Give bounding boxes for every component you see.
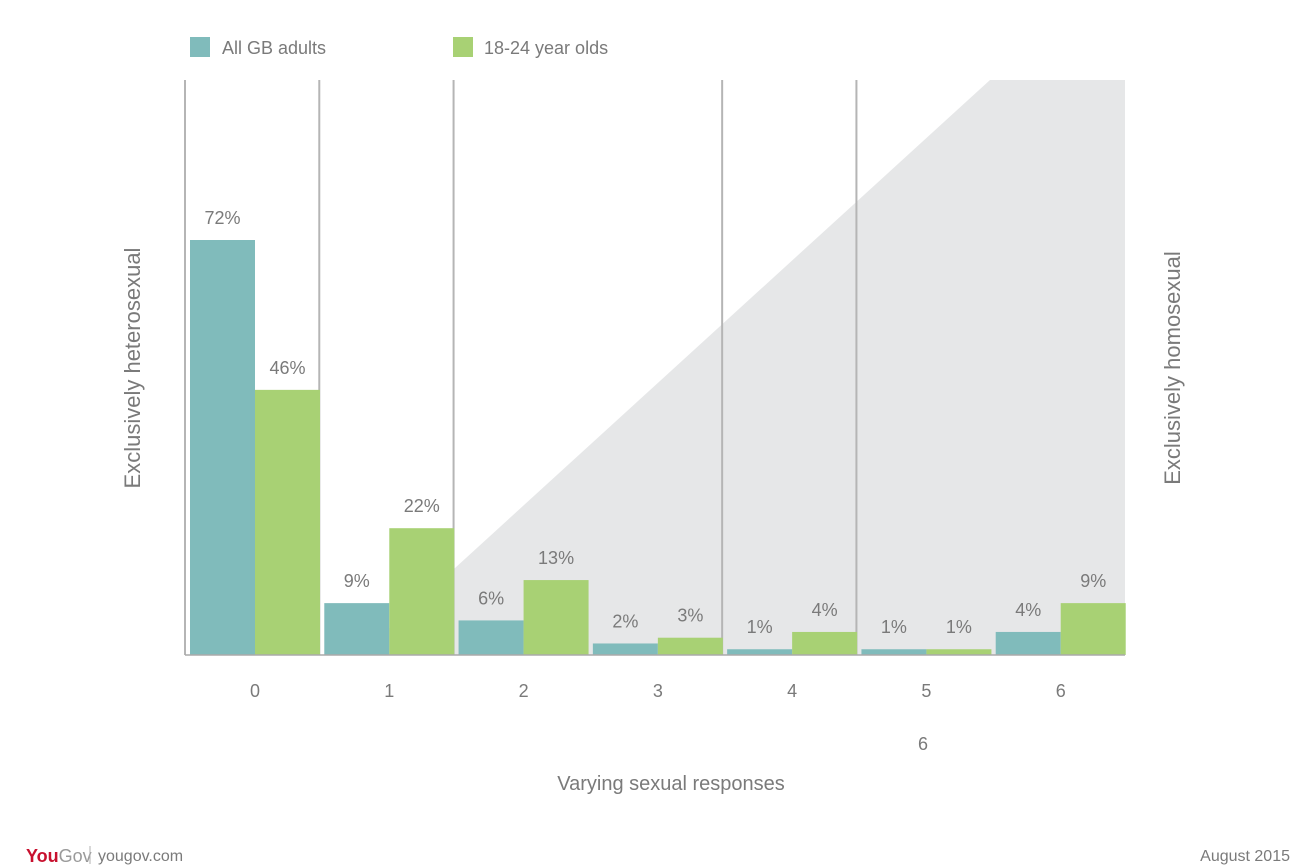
bar-young-adults — [1060, 603, 1126, 655]
bar-all-adults — [861, 649, 927, 655]
data-label: 1% — [881, 617, 907, 637]
extra-x-tick: 6 — [918, 734, 928, 754]
data-label: 46% — [269, 358, 305, 378]
bar-all-adults — [190, 240, 255, 655]
bars — [190, 240, 1126, 655]
bar-all-adults — [592, 643, 658, 655]
bar-young-adults — [523, 580, 589, 655]
brand-logo: YouGov — [26, 846, 92, 866]
x-tick-labels: 0 1 2 3 4 5 6 — [250, 681, 1066, 701]
legend: All GB adults 18-24 year olds — [190, 37, 608, 58]
data-label: 22% — [404, 496, 440, 516]
x-tick-label: 5 — [921, 681, 931, 701]
bar-young-adults — [657, 637, 723, 655]
legend-swatch-all-adults — [190, 37, 210, 57]
x-tick-label: 6 — [1056, 681, 1066, 701]
footer-site: yougov.com — [98, 848, 183, 865]
data-label: 3% — [677, 606, 703, 626]
bar-young-adults — [389, 528, 455, 655]
left-axis-label: Exclusively heterosexual — [120, 248, 145, 489]
footer-date: August 2015 — [1200, 848, 1290, 865]
x-tick-label: 1 — [384, 681, 394, 701]
data-label: 6% — [478, 588, 504, 608]
legend-label-young-adults: 18-24 year olds — [484, 38, 608, 58]
data-label: 1% — [747, 617, 773, 637]
data-label: 13% — [538, 548, 574, 568]
x-tick-label: 2 — [519, 681, 529, 701]
shaded-triangle — [359, 80, 1126, 655]
right-axis-label: Exclusively homosexual — [1160, 251, 1185, 485]
bar-young-adults — [255, 389, 320, 655]
x-tick-label: 4 — [787, 681, 797, 701]
bar-young-adults — [926, 649, 992, 655]
data-label: 9% — [344, 571, 370, 591]
bar-young-adults — [792, 631, 858, 655]
legend-swatch-young-adults — [453, 37, 473, 57]
legend-label-all-adults: All GB adults — [222, 38, 326, 58]
data-label: 4% — [1015, 600, 1041, 620]
x-tick-label: 0 — [250, 681, 260, 701]
x-tick-label: 3 — [653, 681, 663, 701]
data-label: 72% — [204, 208, 240, 228]
footer: YouGov yougov.com August 2015 — [26, 846, 1290, 866]
data-label: 4% — [812, 600, 838, 620]
bar-all-adults — [995, 631, 1061, 655]
bar-all-adults — [324, 603, 390, 655]
data-label: 1% — [946, 617, 972, 637]
data-label: 2% — [612, 611, 638, 631]
bar-all-adults — [458, 620, 524, 655]
data-labels: 72% 46% 9% 22% 6% 13% 2% 3% 1% 4% 1% 1% 4% 9% — [204, 208, 1106, 637]
data-label: 9% — [1080, 571, 1106, 591]
bar-all-adults — [727, 649, 793, 655]
x-axis-title: Varying sexual responses — [557, 773, 785, 795]
